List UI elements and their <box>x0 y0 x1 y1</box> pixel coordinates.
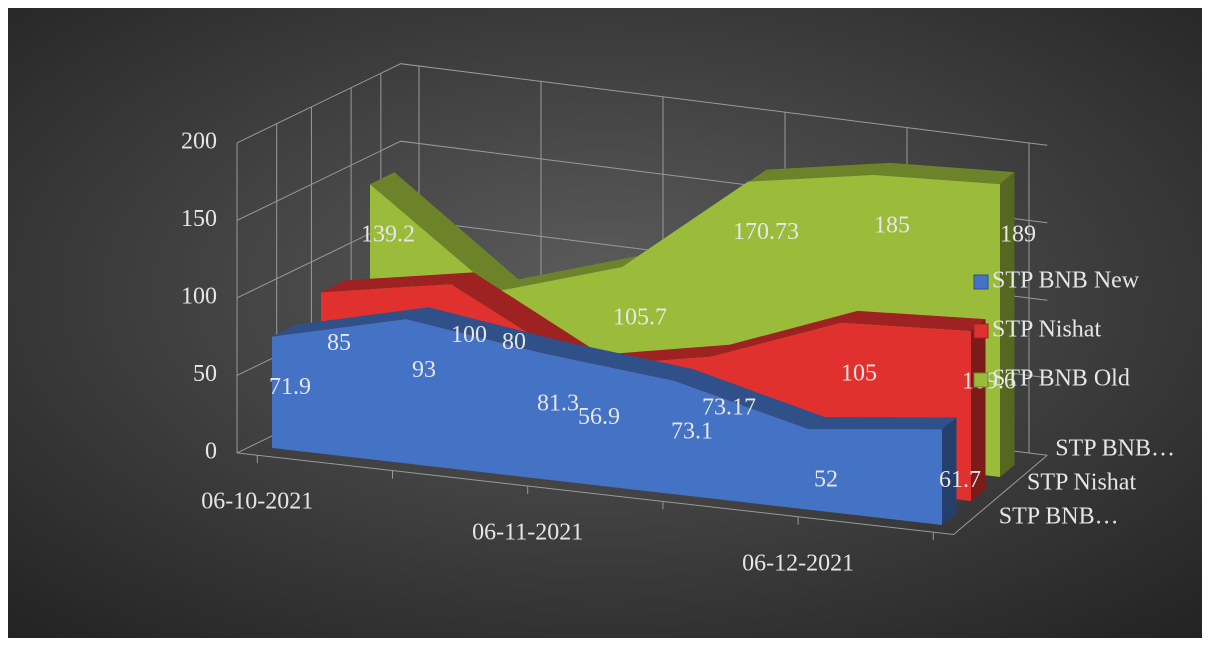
data-label: 81.3 <box>537 390 579 416</box>
data-label: 100 <box>451 322 487 348</box>
y-tick-label: 150 <box>181 206 217 232</box>
area-side <box>1000 172 1015 477</box>
data-label: 73.17 <box>702 394 756 420</box>
area <box>272 319 942 525</box>
depth-label: STP BNB… <box>1055 436 1175 462</box>
data-label: 189 <box>1000 222 1036 248</box>
data-label: 73.1 <box>671 418 713 444</box>
y-tick-label: 50 <box>193 361 217 387</box>
data-label: 93 <box>412 357 436 383</box>
area-top <box>321 272 986 367</box>
data-label: 71.9 <box>269 374 311 400</box>
data-label: 52 <box>814 467 838 493</box>
data-label: 85 <box>327 330 351 356</box>
x-tick-label: 06-12-2021 <box>742 550 854 576</box>
y-tick-label: 100 <box>181 283 217 309</box>
floor-edge <box>236 452 1048 536</box>
area-top <box>370 162 1015 292</box>
data-label: 109.6 <box>962 369 1016 395</box>
area-side <box>971 319 986 501</box>
legend-label: STP BNB Old <box>992 366 1130 392</box>
data-label: 105.7 <box>613 304 667 330</box>
data-label: 80 <box>502 329 526 355</box>
legend-swatch <box>973 274 989 290</box>
data-label: 105 <box>841 360 877 386</box>
plot <box>272 162 1015 525</box>
data-label: 139.2 <box>361 222 415 248</box>
data-label: 61.7 <box>939 467 981 493</box>
area-side <box>942 417 957 525</box>
area-top <box>272 307 957 430</box>
legend-label: STP BNB New <box>992 268 1140 294</box>
legend-swatch <box>973 323 989 339</box>
y-tick-label: 0 <box>205 438 217 464</box>
legend-label: STP Nishat <box>992 317 1101 343</box>
grid-line <box>236 63 1048 146</box>
depth-label: STP Nishat <box>1027 470 1136 496</box>
data-label: 185 <box>874 212 910 238</box>
y-tick-label: 200 <box>181 128 217 154</box>
data-label: 170.73 <box>733 219 799 245</box>
data-label: 56.9 <box>578 404 620 430</box>
x-tick-label: 06-11-2021 <box>472 520 583 546</box>
legend-swatch <box>973 372 989 388</box>
depth-label: STP BNB… <box>999 504 1119 530</box>
labels: 0 50 100 150 200 06-10-2021 06-11-2021 06-12-20… <box>181 128 1175 576</box>
x-tick-label: 06-10-2021 <box>201 489 313 515</box>
